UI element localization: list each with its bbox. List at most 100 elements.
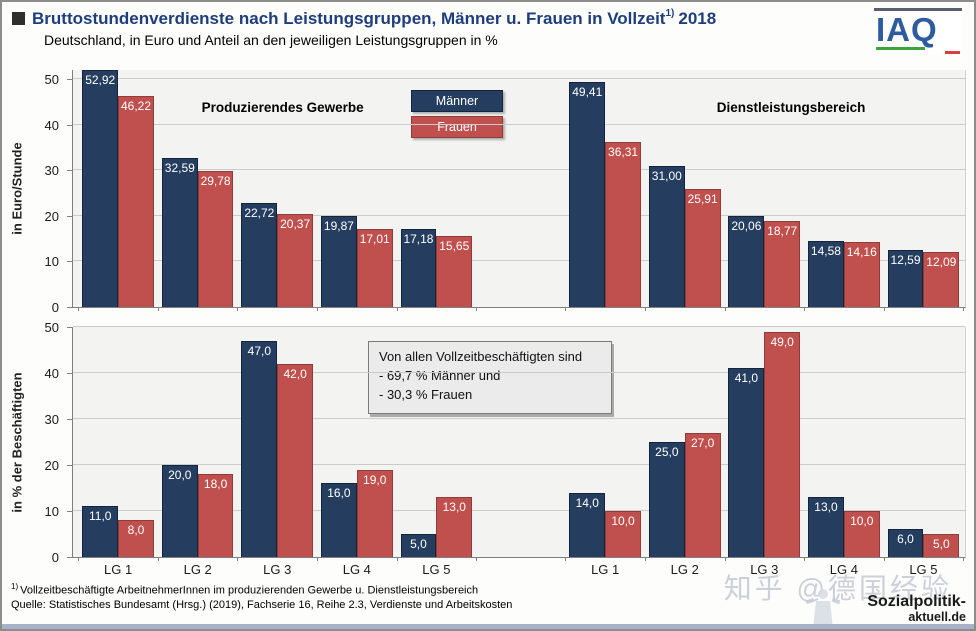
- category-slot: 20,0 18,0: [158, 327, 238, 557]
- bar-value-label: 20,37: [280, 217, 311, 232]
- category-slot: 49,41 36,31: [565, 70, 645, 307]
- bar-pair: 20,06 18,77: [728, 70, 801, 307]
- frauen-bar-lg2: 29,78: [197, 171, 234, 307]
- x-axis-ticks: [565, 307, 965, 311]
- category-slot: 14,58 14,16: [804, 70, 884, 307]
- bar-value-label: 8,0: [127, 523, 145, 538]
- maenner-bar-lg5: 6,0: [887, 529, 924, 557]
- sozialpolitik-aktuell-logo: Sozialpolitik- aktuell.de: [867, 593, 966, 624]
- legend: Männer Frauen: [411, 90, 503, 142]
- iaq-logo-top-bar: [874, 8, 962, 11]
- category-slot: 5,0 13,0: [397, 327, 477, 557]
- x-tick-mark: [317, 307, 319, 311]
- bar-group-right: 14,0 10,0 25,0 27,0 41,0 49,0 13,0 10,0 6,0 5,0: [565, 327, 963, 557]
- bar-pair: 14,0 10,0: [569, 327, 641, 557]
- sozialpolitik-logo-line2: aktuell.de: [908, 609, 966, 624]
- y-tick-mark: [67, 327, 72, 328]
- bar-value-label: 20,06: [731, 218, 762, 233]
- maenner-bar-lg2: 25,0: [648, 442, 685, 557]
- x-tick-mark: [237, 307, 239, 311]
- y-tick-mark: [67, 511, 72, 512]
- frauen-bar-lg1: 10,0: [605, 511, 641, 557]
- bar-value-label: 13,0: [442, 500, 466, 515]
- x-tick-mark: [644, 307, 646, 311]
- category-slot: 20,06 18,77: [725, 70, 805, 307]
- x-tick-mark: [565, 307, 567, 311]
- y-tick-label: 10: [44, 504, 59, 519]
- maenner-bar-lg3: 22,72: [241, 203, 278, 307]
- bar-value-label: 17,01: [359, 232, 390, 247]
- x-tick-mark: [883, 307, 885, 311]
- bar-value-label: 14,58: [810, 243, 841, 258]
- source-line: Quelle: Statistisches Bundesamt (Hrsg.) …: [11, 598, 513, 611]
- frauen-bar-lg3: 42,0: [277, 363, 314, 557]
- y-tick-mark: [67, 124, 72, 126]
- title-footnote-marker: 1): [665, 8, 675, 19]
- bar-pair: 20,0 18,0: [161, 327, 234, 557]
- bar-value-label: 12,09: [926, 254, 957, 269]
- gridline: [73, 214, 965, 216]
- y-tick-mark: [67, 557, 72, 558]
- annotation-line: Von allen Vollzeitbeschäftigten sind: [379, 349, 583, 364]
- bar-pair: 25,0 27,0: [648, 327, 721, 557]
- bar-value-label: 19,0: [363, 472, 387, 487]
- maenner-bar-lg3: 47,0: [241, 340, 278, 557]
- y-tick-label: 0: [51, 300, 59, 315]
- title-text: Bruttostundenverdienste nach Leistungsgr…: [32, 9, 666, 28]
- x-axis-ticks: [78, 307, 478, 311]
- x-axis-label: LG 5: [422, 562, 451, 577]
- bar-value-label: 41,0: [734, 371, 759, 386]
- x-tick-mark: [476, 557, 478, 561]
- y-tick-label: 50: [44, 320, 59, 335]
- x-axis-label: LG 4: [829, 562, 858, 577]
- x-tick-mark: [396, 557, 398, 561]
- bar-pair: 19,87 17,01: [321, 70, 393, 307]
- gridline: [73, 418, 965, 419]
- bar-value-label: 14,0: [575, 495, 599, 510]
- category-slot: 13,0 10,0: [804, 327, 884, 557]
- y-tick-mark: [67, 307, 72, 308]
- maenner-bar-lg5: 17,18: [400, 228, 437, 307]
- bar-pair: 22,72 20,37: [241, 70, 314, 307]
- gridline: [73, 123, 965, 125]
- iaq-logo: IAQ: [874, 8, 962, 55]
- category-slot: 14,0 10,0: [565, 327, 645, 557]
- title-bullet-square: [12, 12, 25, 25]
- bar-pair: 6,0 5,0: [887, 327, 960, 557]
- frauen-bar-lg4: 14,16: [843, 242, 880, 307]
- x-tick-mark: [804, 307, 806, 311]
- title-year: 2018: [678, 9, 717, 28]
- frauen-bar-lg2: 18,0: [197, 474, 234, 557]
- x-tick-mark: [724, 557, 726, 561]
- frauen-bar-lg5: 13,0: [436, 497, 473, 557]
- bar-pair: 5,0 13,0: [400, 327, 473, 557]
- x-tick-mark: [883, 557, 885, 561]
- maenner-bar-lg4: 16,0: [321, 483, 357, 557]
- x-tick-mark: [963, 557, 965, 561]
- bar-value-label: 12,59: [890, 252, 921, 267]
- y-tick-label: 20: [44, 458, 59, 473]
- bar-pair: 17,18 15,65: [400, 70, 473, 307]
- legend-item-maenner: Männer: [411, 90, 503, 112]
- maenner-bar-lg2: 31,00: [648, 165, 685, 307]
- zhihu-watermark: 知乎 @德国经验: [723, 573, 952, 604]
- y-tick-mark: [67, 170, 72, 172]
- bar-pair: 12,59 12,09: [887, 70, 960, 307]
- y-tick-label: 30: [44, 412, 59, 427]
- page-title: Bruttostundenverdienste nach Leistungsgr…: [12, 9, 716, 29]
- footnote-marker: 1): [11, 581, 19, 591]
- maenner-bar-lg1: 49,41: [569, 81, 606, 307]
- legend-item-frauen: Frauen: [411, 116, 503, 138]
- page-subtitle: Deutschland, in Euro und Anteil an den j…: [44, 32, 498, 48]
- panel-title-dienstleistungsbereich: Dienstleistungsbereich: [716, 100, 866, 115]
- category-slot: 25,0 27,0: [645, 327, 725, 557]
- x-axis-label: LG 2: [183, 562, 212, 577]
- frauen-bar-lg3: 18,77: [764, 221, 801, 307]
- category-slot: 31,00 25,91: [645, 70, 725, 307]
- maenner-bar-lg1: 52,92: [82, 70, 119, 307]
- maenner-bar-lg1: 14,0: [569, 492, 606, 557]
- bar-pair: 47,0 42,0: [241, 327, 314, 557]
- earnings-chart: in Euro/Stunde 0 10 20 30 40 50 Produzierende…: [2, 68, 974, 318]
- x-axis-ticks: [78, 557, 478, 561]
